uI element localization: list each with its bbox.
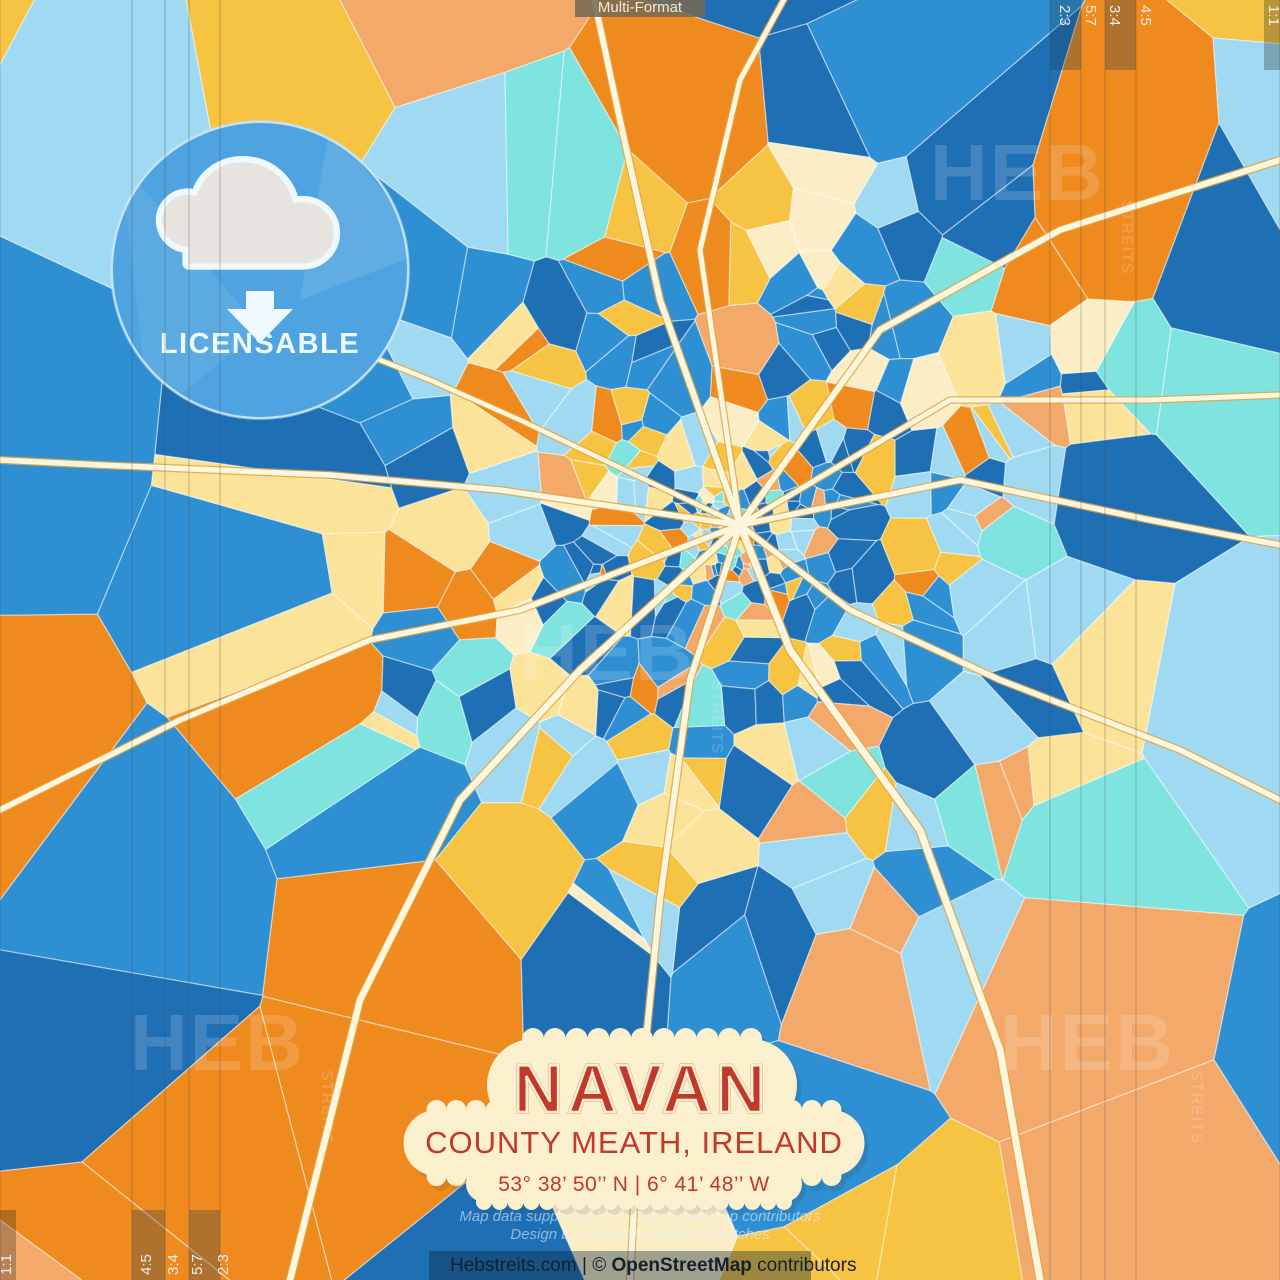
svg-text:Hebstreits.com | © OpenStreetM: Hebstreits.com | © OpenStreetMap contrib… [450, 1255, 856, 1276]
svg-text:Multi-Format: Multi-Format [598, 0, 683, 16]
svg-text:STREITS: STREITS [708, 680, 725, 755]
svg-text:3:4: 3:4 [1106, 5, 1123, 26]
svg-text:STREITS: STREITS [1118, 200, 1135, 275]
svg-text:2:3: 2:3 [215, 1254, 232, 1275]
svg-text:STREITS: STREITS [1188, 1070, 1205, 1145]
svg-text:3:4: 3:4 [165, 1254, 182, 1275]
svg-text:4:5: 4:5 [138, 1254, 155, 1275]
svg-text:5:7: 5:7 [1082, 5, 1099, 26]
svg-text:1:1: 1:1 [0, 1254, 15, 1275]
svg-text:1:1: 1:1 [1265, 5, 1280, 26]
svg-text:Map data supported by © OpenSt: Map data supported by © OpenStreetMap co… [459, 1208, 821, 1225]
svg-text:4:5: 4:5 [1137, 5, 1154, 26]
svg-text:5:7: 5:7 [189, 1254, 206, 1275]
svg-text:HEB: HEB [1000, 998, 1175, 1087]
svg-text:COUNTY MEATH, IRELAND: COUNTY MEATH, IRELAND [425, 1125, 843, 1160]
svg-text:LICENSABLE: LICENSABLE [160, 328, 360, 360]
svg-text:HEB: HEB [520, 608, 695, 697]
svg-text:STREITS: STREITS [318, 1070, 335, 1145]
svg-text:53° 38’ 50’’ N | 6° 41’: 53° 38’ 50’’ N | 6° 41’ 48’’ W [498, 1173, 770, 1196]
svg-text:2:3: 2:3 [1056, 5, 1073, 26]
svg-text:HEB: HEB [130, 998, 305, 1087]
svg-text:NAVAN: NAVAN [514, 1051, 771, 1127]
svg-text:HEB: HEB [930, 128, 1105, 217]
svg-text:Design by Hebstreits Maps & Sk: Design by Hebstreits Maps & Sketches [510, 1226, 770, 1243]
